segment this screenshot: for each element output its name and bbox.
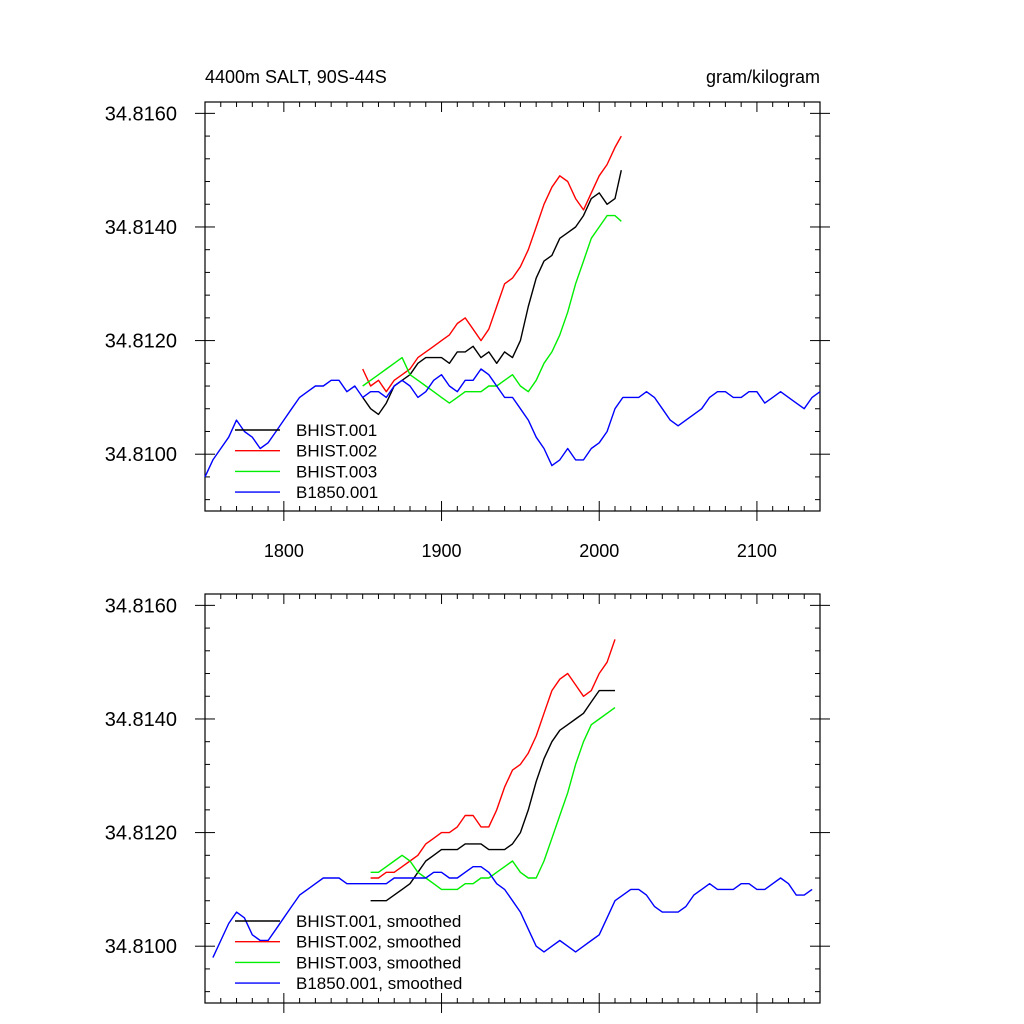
y-tick-label: 34.8100 [105,444,177,466]
y-tick-label: 34.8140 [105,709,177,731]
legend-label-2: BHIST.002, smoothed [296,933,461,952]
x-tick-label: 2000 [579,541,619,561]
y-tick-label: 34.8160 [105,595,177,617]
legend-label-4: B1850.001, smoothed [296,974,462,993]
series-line-2 [370,639,616,879]
y-tick-label: 34.8100 [105,936,177,958]
y-tick-label: 34.8120 [105,823,177,845]
legend-label-4: B1850.001 [296,483,378,502]
series-line-3 [362,214,622,404]
series-line-1 [362,170,622,416]
legend-label-3: BHIST.003 [296,462,377,481]
y-tick-label: 34.8120 [105,331,177,353]
legend-label-2: BHIST.002 [296,442,377,461]
legend-label-1: BHIST.001 [296,421,377,440]
series-line-4 [204,368,821,478]
x-tick-label: 2100 [737,541,777,561]
series-line-1 [370,689,615,902]
y-tick-label: 34.8160 [105,103,177,125]
legend-label-1: BHIST.001, smoothed [296,912,461,931]
x-tick-label: 1800 [264,541,304,561]
series-line-4 [212,866,813,958]
units-label: gram/kilogram [706,67,820,87]
series-line-2 [362,135,622,393]
x-tick-label: 1900 [422,541,462,561]
legend-label-3: BHIST.003, smoothed [296,953,461,972]
plot-frame [204,101,821,512]
top-panel: 1800 1900 2000 2100 34.8100 34.8120 34.8140 34.… [105,101,830,561]
series-line-3 [370,707,616,891]
chart-title: 4400m SALT, 90S-44S [205,67,387,87]
plot-frame [204,593,821,1004]
bottom-panel: 34.8100 34.8120 34.8140 34.8160 BHIST.001, s… [105,593,830,1013]
y-tick-label: 34.8140 [105,217,177,239]
